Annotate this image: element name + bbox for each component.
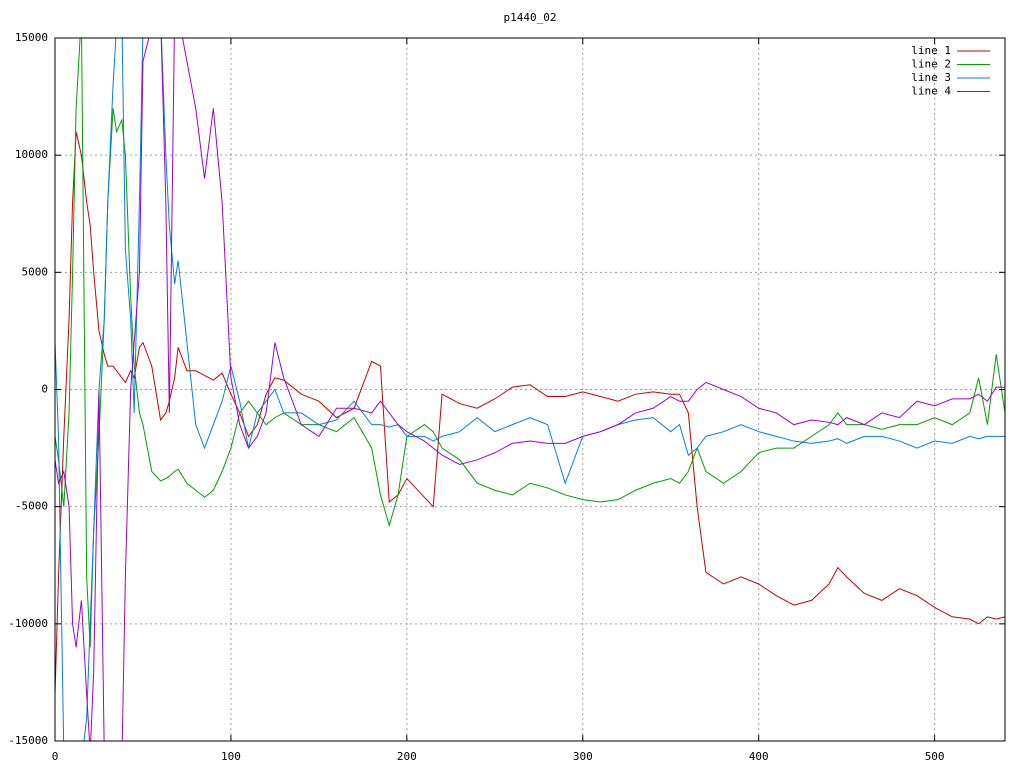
legend-label: line 2 [911,58,951,71]
series-line [55,38,1005,741]
x-tick-label: 500 [925,750,945,763]
series-line [55,38,1005,648]
x-tick-label: 300 [573,750,593,763]
y-tick-label: -10000 [8,617,48,630]
y-tick-label: 10000 [15,148,48,161]
grid [54,37,1005,742]
y-tick-label: 0 [41,383,48,396]
x-tick-label: 200 [397,750,417,763]
legend-label: line 4 [911,85,951,98]
legend-label: line 3 [911,71,951,84]
legend-label: line 1 [911,44,951,57]
series-line [55,131,1005,695]
x-tick-label: 400 [749,750,769,763]
chart-title: p1440_02 [504,11,557,24]
plot-area [55,38,1005,741]
x-tick-label: 100 [221,750,241,763]
y-tick-label: 15000 [15,31,48,44]
x-tick-label: 0 [52,750,59,763]
y-tick-label: 5000 [22,265,49,278]
y-tick-label: -15000 [8,734,48,747]
series-line [55,38,1005,741]
y-tick-label: -5000 [15,500,48,513]
